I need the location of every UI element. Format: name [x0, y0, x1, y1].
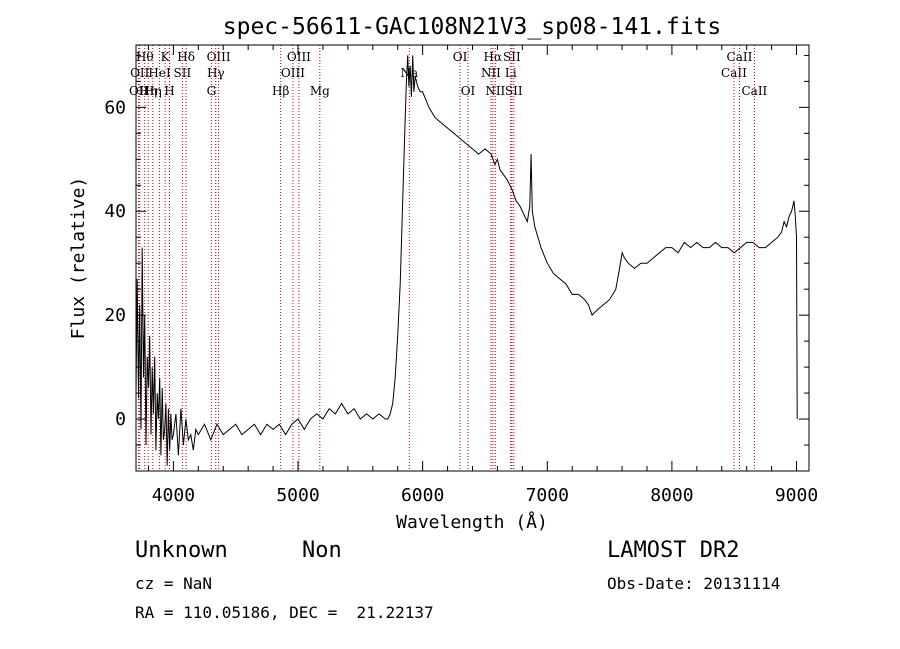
line-label: OI — [461, 84, 476, 98]
line-label: K — [161, 50, 171, 64]
x-axis-label: Wavelength (Å) — [396, 511, 548, 533]
line-label: Hθ — [136, 50, 154, 64]
spectrum-line — [135, 55, 798, 466]
line-label: Mg — [310, 84, 330, 98]
line-label: OIII — [287, 50, 311, 64]
line-label: HeI — [148, 66, 171, 80]
line-label: OIII — [281, 66, 305, 80]
x-tick-label: 5000 — [276, 485, 319, 506]
line-label: Hη — [144, 84, 162, 98]
coordinates-text: RA = 110.05186, DEC = 21.22137 — [135, 603, 434, 622]
line-label: NII — [485, 84, 505, 98]
line-label: Hγ — [207, 66, 225, 80]
line-label: CaII — [721, 66, 747, 80]
line-label: G — [207, 84, 217, 98]
line-label: Hα — [484, 50, 503, 64]
line-label: OII — [130, 66, 150, 80]
plot-frame — [135, 44, 810, 472]
object-subclass: Non — [302, 538, 342, 563]
y-axis-label: Flux (relative) — [68, 177, 89, 340]
line-label: SII — [503, 50, 521, 64]
line-label: H — [164, 84, 174, 98]
line-label: OIII — [207, 50, 231, 64]
line-label: SII — [174, 66, 192, 80]
x-tick-label: 9000 — [775, 485, 818, 506]
x-tick-label: 4000 — [152, 485, 195, 506]
y-tick-label: 20 — [104, 305, 126, 326]
survey-name: LAMOST DR2 — [607, 538, 740, 563]
y-tick-label: 60 — [104, 97, 126, 118]
x-tick-label: 8000 — [650, 485, 693, 506]
line-label: Li — [505, 66, 517, 80]
x-tick-label: 7000 — [526, 485, 569, 506]
axis-ticks: 4000 5000 6000 7000 8000 9000 0 20 40 60 — [104, 45, 818, 506]
y-tick-label: 40 — [104, 201, 126, 222]
line-label: SII — [505, 84, 523, 98]
line-label: CaII — [741, 84, 767, 98]
x-tick-label: 6000 — [401, 485, 444, 506]
line-label: NII — [481, 66, 501, 80]
chart-title: spec-56611-GAC108N21V3_sp08-141.fits — [223, 14, 722, 40]
observation-date: Obs-Date: 20131114 — [607, 574, 781, 593]
line-label: Hβ — [272, 84, 289, 98]
redshift-text: cz = NaN — [135, 574, 213, 593]
line-label: OII — [129, 84, 149, 98]
line-label: Hδ — [177, 50, 195, 64]
spectral-line-markers: OIIOIIHθHηHηHeIKHSIIHδGHγOIIIHβOIIIOIIIM… — [129, 45, 768, 471]
line-label: OI — [453, 50, 468, 64]
line-label: CaII — [727, 50, 753, 64]
object-class: Unknown — [135, 538, 228, 563]
y-tick-label: 0 — [115, 409, 126, 430]
